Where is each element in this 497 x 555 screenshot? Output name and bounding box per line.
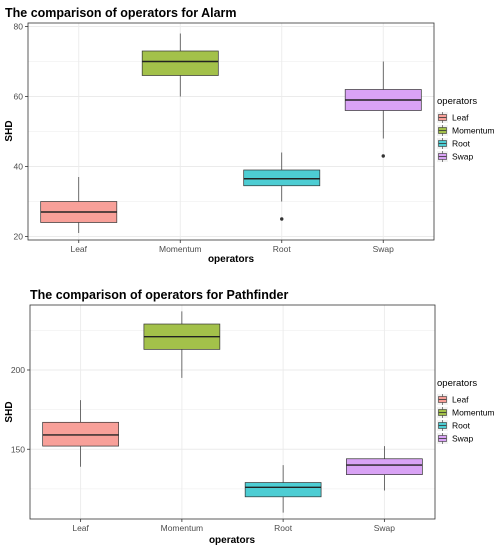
y-tick-label: 60 bbox=[14, 92, 24, 102]
legend-label: Root bbox=[452, 139, 471, 149]
x-tick-label: Root bbox=[274, 523, 293, 533]
legend-title: operators bbox=[437, 378, 477, 389]
chart-title: The comparison of operators for Pathfind… bbox=[30, 288, 288, 302]
chart-alarm: The comparison of operators for Alarm 20… bbox=[4, 6, 495, 265]
x-ticks: Leaf Momentum Root Swap bbox=[70, 240, 394, 254]
box-iqr bbox=[243, 169, 321, 187]
box-swap bbox=[346, 446, 423, 491]
legend-label: Swap bbox=[452, 152, 474, 162]
box-iqr bbox=[346, 458, 423, 475]
x-tick-label: Momentum bbox=[161, 523, 204, 533]
legend-label: Swap bbox=[452, 434, 474, 444]
panel-border bbox=[27, 22, 435, 241]
legend-label: Leaf bbox=[452, 395, 469, 405]
x-ticks: Leaf Momentum Root Swap bbox=[72, 519, 395, 533]
legend-item-momentum: Momentum bbox=[437, 125, 495, 136]
legend-item-leaf: Leaf bbox=[437, 394, 469, 405]
box-leaf bbox=[40, 177, 118, 233]
x-tick-label: Momentum bbox=[159, 244, 202, 254]
legend-item-root: Root bbox=[437, 420, 471, 431]
box-root bbox=[243, 152, 321, 221]
x-tick-label: Root bbox=[273, 244, 292, 254]
x-axis-title: operators bbox=[209, 535, 256, 546]
y-ticks: 20 40 60 80 bbox=[14, 22, 28, 242]
y-tick-label: 80 bbox=[14, 22, 24, 32]
legend-item-momentum: Momentum bbox=[437, 407, 495, 418]
boxes bbox=[42, 311, 423, 513]
y-axis-title: SHD bbox=[4, 401, 15, 422]
boxes bbox=[40, 33, 422, 233]
outlier-point bbox=[280, 217, 284, 221]
y-tick-label: 40 bbox=[14, 162, 24, 172]
x-tick-label: Leaf bbox=[72, 523, 89, 533]
box-root bbox=[244, 465, 322, 513]
legend-item-leaf: Leaf bbox=[437, 112, 469, 123]
y-tick-label: 200 bbox=[11, 365, 25, 375]
legend-label: Root bbox=[452, 421, 471, 431]
legend-label: Leaf bbox=[452, 113, 469, 123]
grid bbox=[28, 23, 434, 240]
legend-item-root: Root bbox=[437, 138, 471, 149]
chart-pathfinder: The comparison of operators for Pathfind… bbox=[4, 288, 495, 546]
outlier-point bbox=[381, 154, 385, 158]
legend-title: operators bbox=[437, 96, 477, 107]
y-ticks: 150 200 bbox=[11, 365, 30, 454]
legend-label: Momentum bbox=[452, 408, 495, 418]
box-momentum bbox=[143, 311, 221, 378]
chart-title: The comparison of operators for Alarm bbox=[5, 6, 237, 20]
box-iqr bbox=[141, 50, 219, 76]
x-tick-label: Swap bbox=[373, 244, 395, 254]
legend: operators Leaf Momentum Root Swap bbox=[437, 96, 495, 162]
y-tick-label: 150 bbox=[11, 444, 25, 454]
legend-item-swap: Swap bbox=[437, 151, 474, 162]
x-axis-title: operators bbox=[208, 254, 255, 265]
box-momentum bbox=[141, 33, 219, 97]
x-tick-label: Swap bbox=[374, 523, 396, 533]
box-iqr bbox=[244, 482, 322, 498]
box-leaf bbox=[42, 400, 119, 467]
legend-label: Momentum bbox=[452, 126, 495, 136]
legend-item-swap: Swap bbox=[437, 433, 474, 444]
y-axis-title: SHD bbox=[4, 120, 15, 141]
box-swap bbox=[344, 61, 422, 158]
legend: operators Leaf Momentum Root Swap bbox=[437, 378, 495, 444]
x-tick-label: Leaf bbox=[70, 244, 87, 254]
box-iqr bbox=[42, 421, 119, 447]
panel-border bbox=[29, 304, 436, 520]
y-tick-label: 20 bbox=[14, 232, 24, 242]
grid bbox=[30, 305, 435, 519]
